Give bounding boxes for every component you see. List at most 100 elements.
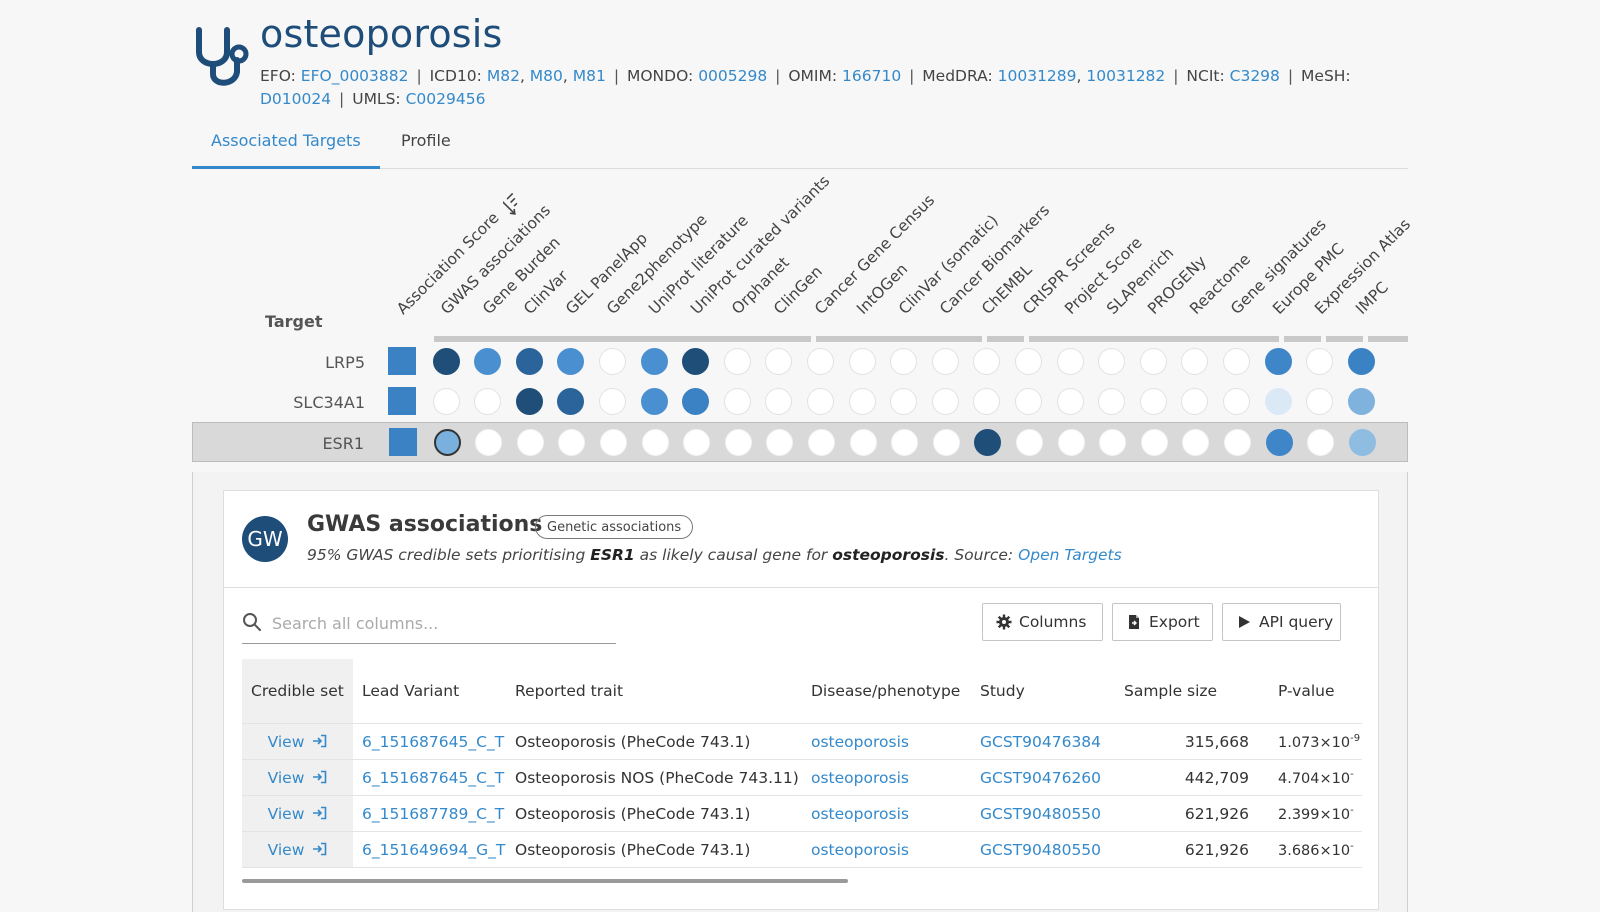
evidence-cell[interactable]: [1264, 388, 1292, 415]
tab-profile[interactable]: Profile: [401, 131, 451, 150]
evidence-cell[interactable]: [931, 348, 959, 375]
evidence-cell[interactable]: [1139, 388, 1167, 415]
evidence-cell[interactable]: [432, 348, 460, 375]
evidence-cell[interactable]: [1223, 429, 1251, 456]
evidence-cell[interactable]: [848, 348, 876, 375]
matrix-row[interactable]: SLC34A1: [192, 382, 1408, 422]
column-header-impc[interactable]: IMPC: [1352, 278, 1393, 318]
study-link[interactable]: GCST90480550: [980, 840, 1102, 859]
evidence-cell[interactable]: [891, 429, 919, 456]
evidence-cell[interactable]: [723, 348, 751, 375]
association-score-cell[interactable]: [389, 428, 417, 456]
evidence-cell[interactable]: [1265, 429, 1293, 456]
evidence-cell[interactable]: [1098, 348, 1126, 375]
evidence-cell[interactable]: [1348, 429, 1376, 456]
evidence-cell[interactable]: [640, 388, 668, 415]
evidence-cell[interactable]: [474, 388, 502, 415]
target-label[interactable]: ESR1: [322, 434, 364, 453]
evidence-cell[interactable]: [1306, 388, 1334, 415]
evidence-cell[interactable]: [515, 348, 543, 375]
evidence-cell[interactable]: [1014, 348, 1042, 375]
evidence-cell[interactable]: [598, 388, 626, 415]
evidence-cell[interactable]: [807, 429, 835, 456]
evidence-cell[interactable]: [598, 348, 626, 375]
evidence-cell[interactable]: [682, 388, 710, 415]
columns-button[interactable]: Columns: [982, 603, 1103, 641]
evidence-cell[interactable]: [766, 429, 794, 456]
evidence-cell[interactable]: [1222, 388, 1250, 415]
xref-link[interactable]: M80: [529, 67, 563, 85]
evidence-cell[interactable]: [1056, 348, 1084, 375]
association-score-cell[interactable]: [388, 387, 416, 415]
evidence-cell[interactable]: [1139, 348, 1167, 375]
evidence-cell[interactable]: [1307, 429, 1335, 456]
evidence-cell[interactable]: [1057, 429, 1085, 456]
view-credible-set-link[interactable]: View: [268, 841, 328, 859]
evidence-cell[interactable]: [931, 388, 959, 415]
xref-link[interactable]: C3298: [1229, 67, 1280, 85]
search-input[interactable]: [270, 609, 614, 637]
evidence-cell[interactable]: [474, 348, 502, 375]
xref-link[interactable]: 0005298: [698, 67, 768, 85]
evidence-cell[interactable]: [1015, 429, 1043, 456]
evidence-cell[interactable]: [515, 388, 543, 415]
evidence-cell[interactable]: [765, 348, 793, 375]
header-credible-set[interactable]: Credible set: [242, 659, 353, 724]
evidence-cell[interactable]: [1347, 388, 1375, 415]
view-credible-set-link[interactable]: View: [268, 805, 328, 823]
evidence-cell[interactable]: [433, 429, 461, 456]
api-query-button[interactable]: API query: [1222, 603, 1341, 641]
export-button[interactable]: Export: [1112, 603, 1213, 641]
evidence-cell[interactable]: [806, 348, 834, 375]
header-study[interactable]: Study: [980, 682, 1025, 700]
view-credible-set-link[interactable]: View: [268, 733, 328, 751]
lead-variant-link[interactable]: 6_151649694_G_T: [362, 840, 506, 859]
lead-variant-link[interactable]: 6_151687789_C_T: [362, 804, 505, 823]
header-lead-variant[interactable]: Lead Variant: [362, 682, 460, 700]
evidence-cell[interactable]: [1222, 348, 1250, 375]
evidence-cell[interactable]: [432, 388, 460, 415]
disease-link[interactable]: osteoporosis: [811, 768, 909, 787]
evidence-cell[interactable]: [1182, 429, 1210, 456]
evidence-cell[interactable]: [806, 388, 834, 415]
disease-link[interactable]: osteoporosis: [811, 732, 909, 751]
target-label[interactable]: LRP5: [325, 353, 365, 372]
evidence-cell[interactable]: [1181, 348, 1209, 375]
evidence-cell[interactable]: [557, 388, 585, 415]
xref-link[interactable]: 166710: [842, 67, 902, 85]
header-p-value[interactable]: P-value: [1278, 682, 1335, 700]
study-link[interactable]: GCST90480550: [980, 804, 1102, 823]
evidence-cell[interactable]: [848, 388, 876, 415]
view-credible-set-link[interactable]: View: [268, 769, 328, 787]
evidence-cell[interactable]: [683, 429, 711, 456]
matrix-row[interactable]: ESR1: [192, 422, 1408, 462]
evidence-cell[interactable]: [641, 429, 669, 456]
evidence-cell[interactable]: [1140, 429, 1168, 456]
header-sample-size[interactable]: Sample size: [1124, 682, 1218, 700]
xref-link[interactable]: EFO_0003882: [300, 67, 409, 85]
evidence-cell[interactable]: [973, 348, 1001, 375]
horizontal-scrollbar[interactable]: [242, 879, 848, 883]
source-link[interactable]: Open Targets: [1018, 546, 1122, 564]
evidence-cell[interactable]: [765, 388, 793, 415]
association-score-cell[interactable]: [388, 347, 416, 375]
evidence-cell[interactable]: [849, 429, 877, 456]
evidence-cell[interactable]: [1347, 348, 1375, 375]
evidence-cell[interactable]: [1264, 348, 1292, 375]
xref-link[interactable]: 10031282: [1086, 67, 1166, 85]
xref-link[interactable]: D010024: [260, 90, 332, 108]
evidence-cell[interactable]: [890, 388, 918, 415]
study-link[interactable]: GCST90476260: [980, 768, 1102, 787]
evidence-cell[interactable]: [475, 429, 503, 456]
xref-link[interactable]: M81: [572, 67, 606, 85]
xref-link[interactable]: M82: [486, 67, 520, 85]
tab-associated-targets[interactable]: Associated Targets: [192, 124, 380, 169]
evidence-cell[interactable]: [1098, 388, 1126, 415]
evidence-cell[interactable]: [890, 348, 918, 375]
xref-link[interactable]: 10031289: [997, 67, 1077, 85]
study-link[interactable]: GCST90476384: [980, 732, 1102, 751]
disease-link[interactable]: osteoporosis: [811, 804, 909, 823]
evidence-cell[interactable]: [516, 429, 544, 456]
evidence-cell[interactable]: [974, 429, 1002, 456]
evidence-cell[interactable]: [1181, 388, 1209, 415]
